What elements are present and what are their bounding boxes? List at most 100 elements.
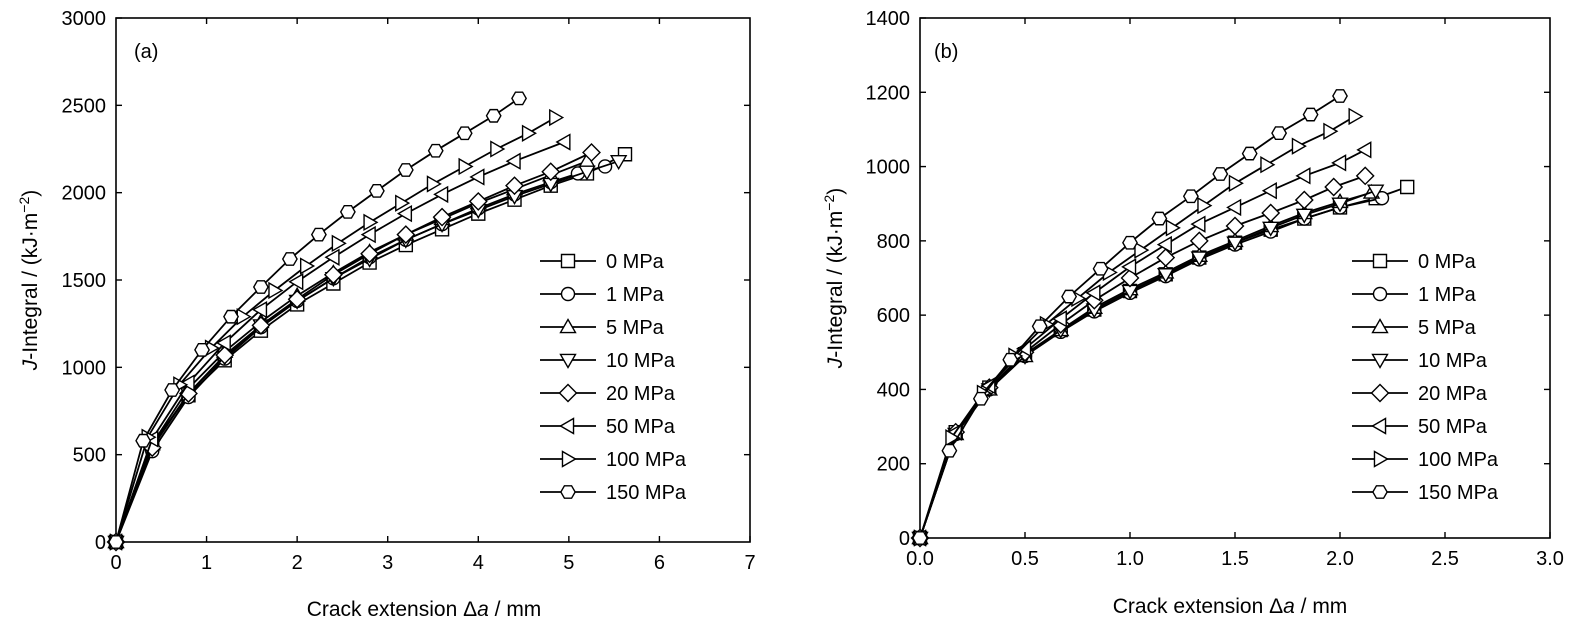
data-point-a-4-3 bbox=[215, 345, 235, 365]
data-point-a-7-8 bbox=[339, 204, 356, 219]
legend-label-b-2: 5 MPa bbox=[1418, 317, 1477, 339]
data-point-b-7-8 bbox=[1151, 211, 1168, 226]
series-line-b-0 bbox=[919, 186, 1408, 539]
legend-label-a-4: 20 MPa bbox=[606, 383, 676, 405]
x-tick-label-b-3: 1.5 bbox=[1221, 548, 1249, 570]
legend-item-a-0: 0 MPa bbox=[540, 251, 665, 273]
data-point-b-7-2 bbox=[972, 391, 989, 406]
chart-panel-a: (a) 0 1 2 3 4 5 6 7 0 500 1000 1500 2000 2500 3000 0 M… bbox=[16, 8, 756, 621]
y-tick-label-b-5: 1000 bbox=[866, 157, 911, 179]
data-point-a-5-6 bbox=[324, 248, 340, 266]
legend-marker-a-7 bbox=[560, 485, 576, 499]
data-point-b-5-13 bbox=[1356, 141, 1372, 159]
data-point-a-6-7 bbox=[331, 234, 347, 253]
series-group-b bbox=[910, 89, 1415, 548]
data-point-b-6-1 bbox=[945, 429, 961, 447]
data-point-b-5-6 bbox=[1121, 258, 1137, 276]
data-point-a-7-9 bbox=[368, 184, 385, 198]
x-tick-label-b-5: 2.5 bbox=[1431, 548, 1459, 570]
data-point-a-6-11 bbox=[458, 157, 474, 176]
data-point-b-0-14 bbox=[1400, 179, 1415, 195]
data-point-b-6-12 bbox=[1291, 137, 1307, 155]
data-point-b-7-13 bbox=[1302, 107, 1319, 122]
data-point-b-4-7 bbox=[1156, 248, 1176, 268]
x-axis-title-b-prefix: Crack extension Δ bbox=[1113, 595, 1283, 618]
x-tick-label-b-1: 0.5 bbox=[1011, 548, 1039, 570]
data-point-b-6-7 bbox=[1134, 241, 1150, 259]
data-point-b-3-7 bbox=[1157, 268, 1175, 284]
data-point-b-7-4 bbox=[1031, 319, 1048, 334]
data-point-a-5-8 bbox=[396, 204, 413, 223]
data-point-b-6-10 bbox=[1228, 174, 1244, 192]
legend-label-a-6: 100 MPa bbox=[606, 449, 687, 471]
data-point-a-7-13 bbox=[485, 108, 502, 123]
y-tick-label-b-6: 1200 bbox=[866, 82, 911, 104]
x-axis-title-a-unit: / mm bbox=[489, 598, 542, 621]
data-point-a-5-2 bbox=[179, 374, 195, 392]
data-point-a-7-14 bbox=[511, 91, 527, 106]
data-point-a-5-12 bbox=[555, 133, 571, 151]
x-tick-label-b-6: 3.0 bbox=[1536, 548, 1564, 570]
data-point-b-3-8 bbox=[1190, 251, 1208, 267]
series-b-3 bbox=[911, 184, 1385, 547]
y-axis-title-a: J-Integral / (kJ·m−2) bbox=[16, 190, 42, 372]
data-point-a-3-13 bbox=[578, 165, 596, 181]
y-axis-title-b-exp: −2 bbox=[821, 195, 837, 211]
data-point-a-5-9 bbox=[433, 185, 449, 204]
data-point-a-4-10 bbox=[468, 191, 488, 211]
y-axis-title-a-main: -Integral / (kJ·m bbox=[19, 213, 42, 360]
data-point-a-5-3 bbox=[215, 334, 231, 352]
y-tick-label-a-0: 0 bbox=[95, 532, 106, 554]
y-axis-title-a-close: ) bbox=[19, 190, 42, 197]
y-axis-title-b: J-Integral / (kJ·m−2) bbox=[821, 188, 847, 370]
x-axis-title-a-var: a bbox=[477, 598, 489, 621]
series-a-7 bbox=[108, 91, 527, 549]
data-point-b-4-10 bbox=[1261, 203, 1281, 223]
legend-marker-b-5 bbox=[1371, 417, 1387, 435]
legend-item-b-6: 100 MPa bbox=[1352, 449, 1499, 471]
data-point-b-3-12 bbox=[1331, 197, 1349, 213]
legend-item-b-5: 50 MPa bbox=[1352, 416, 1488, 438]
data-point-b-7-6 bbox=[1092, 261, 1109, 276]
legend-marker-a-3 bbox=[559, 353, 577, 369]
y-tick-label-b-4: 800 bbox=[877, 231, 910, 253]
data-point-b-6-9 bbox=[1197, 196, 1213, 215]
legend-item-b-7: 150 MPa bbox=[1352, 482, 1499, 504]
legend-label-b-7: 150 MPa bbox=[1418, 482, 1499, 504]
legend-label-a-0: 0 MPa bbox=[606, 251, 665, 273]
legend-marker-b-1 bbox=[1372, 286, 1388, 302]
data-point-b-5-11 bbox=[1295, 167, 1311, 185]
data-point-a-6-14 bbox=[549, 108, 565, 127]
chart-panel-b: (b) 0.0 0.5 1.0 1.5 2.0 2.5 3.0 0 200 400 600 800 10… bbox=[821, 8, 1564, 618]
x-tick-label-a-0: 0 bbox=[110, 552, 121, 574]
series-group-a bbox=[106, 91, 633, 552]
data-point-b-5-7 bbox=[1156, 235, 1172, 254]
data-point-a-4-4 bbox=[251, 315, 271, 335]
series-a-6 bbox=[109, 108, 565, 551]
data-point-b-7-0 bbox=[912, 531, 928, 545]
legend-marker-a-1 bbox=[560, 286, 576, 302]
legend-label-b-1: 1 MPa bbox=[1418, 284, 1477, 306]
x-tick-label-a-4: 4 bbox=[473, 552, 484, 574]
data-point-a-6-9 bbox=[395, 194, 411, 212]
y-tick-label-b-1: 200 bbox=[877, 454, 910, 476]
data-point-a-5-10 bbox=[469, 168, 485, 186]
legend-item-b-3: 10 MPa bbox=[1352, 350, 1488, 372]
series-line-b-1 bbox=[919, 197, 1383, 539]
data-point-b-6-11 bbox=[1260, 156, 1276, 174]
legend-marker-a-2 bbox=[559, 318, 577, 334]
series-line-b-6 bbox=[919, 115, 1356, 539]
series-a-5 bbox=[107, 133, 571, 551]
legend-label-a-7: 150 MPa bbox=[606, 482, 687, 504]
data-point-b-4-13 bbox=[1355, 166, 1375, 186]
data-point-a-7-12 bbox=[456, 126, 473, 141]
legend-label-b-6: 100 MPa bbox=[1418, 449, 1499, 471]
data-point-b-4-9 bbox=[1225, 216, 1245, 236]
legend-marker-b-4 bbox=[1370, 383, 1390, 403]
legend-item-a-2: 5 MPa bbox=[540, 317, 665, 339]
legend-b: 0 MPa 1 MPa 5 MPa 10 MPa 20 MPa 50 MPa 100 MPa… bbox=[1352, 251, 1499, 504]
data-point-a-5-7 bbox=[360, 225, 376, 244]
y-tick-label-b-0: 0 bbox=[899, 528, 910, 550]
data-point-a-4-7 bbox=[360, 244, 380, 264]
y-tick-label-b-2: 400 bbox=[877, 379, 910, 401]
